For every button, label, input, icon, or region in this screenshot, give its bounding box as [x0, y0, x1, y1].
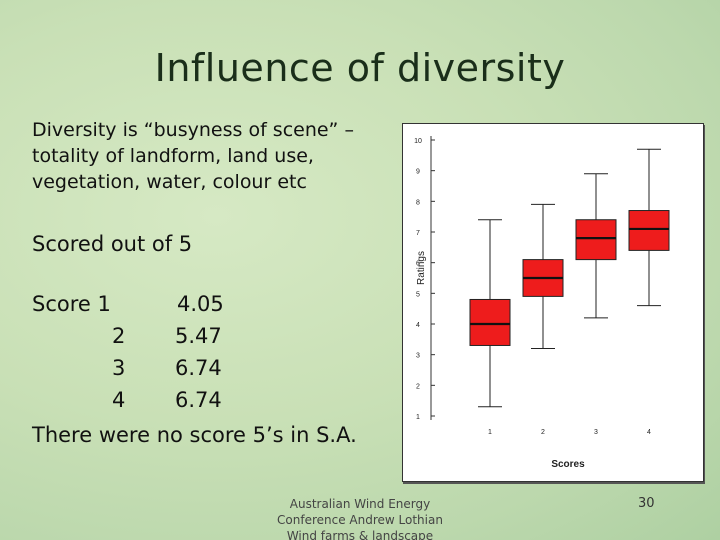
score-label-4: 4: [112, 388, 126, 412]
y-tick-label: 8: [416, 199, 420, 206]
x-axis-label: Scores: [551, 459, 585, 470]
score-label-2: 2: [112, 324, 126, 348]
slide-title: Influence of diversity: [154, 46, 566, 90]
box-1: [469, 298, 511, 346]
no-score-5-note: There were no score 5’s in S.A.: [32, 423, 357, 447]
score-value-4: 6.74: [175, 388, 222, 412]
score-value-3: 6.74: [175, 356, 222, 380]
score-value-2: 5.47: [175, 324, 222, 348]
score-label-3: 3: [112, 356, 126, 380]
definition-line-3: vegetation, water, colour etc: [32, 171, 307, 193]
y-tick-label: 2: [416, 383, 420, 390]
definition-line-1: Diversity is “busyness of scene” –: [32, 119, 354, 141]
score-label-1: Score 1: [32, 292, 111, 316]
box-group: [469, 148, 670, 408]
scored-out-of-text: Scored out of 5: [32, 232, 193, 256]
x-tick-label: 1: [488, 429, 492, 436]
page-number: 30: [638, 496, 655, 511]
y-tick-label: 7: [416, 230, 420, 237]
definition-line-2: totality of landform, land use,: [32, 145, 314, 167]
y-tick-label: 3: [416, 353, 420, 360]
y-tick-label: 9: [416, 169, 420, 176]
box-3: [575, 219, 617, 261]
boxplot-svg: Ratings Scores 1 2 3 4 5 6 7 8 9 10 1 2 3 4: [414, 136, 670, 470]
x-tick-label: 3: [594, 429, 598, 436]
y-tick-label: 6: [416, 261, 420, 268]
boxplot-chart: Ratings Scores 1 2 3 4 5 6 7 8 9 10 1 2 3 4: [402, 123, 704, 482]
x-tick-group: 1 2 3 4: [488, 429, 651, 436]
y-tick-label: 1: [416, 414, 420, 421]
footer-line-2: Conference Andrew Lothian: [277, 513, 443, 528]
footer-line-3: Wind farms & landscape: [286, 529, 434, 540]
score-value-1: 4.05: [177, 292, 224, 316]
y-tick-label: 10: [414, 138, 422, 145]
y-axis-label: Ratings: [416, 251, 427, 285]
y-tick-label: 5: [416, 291, 420, 298]
x-tick-label: 4: [647, 429, 651, 436]
y-tick-group: 1 2 3 4 5 6 7 8 9 10: [414, 138, 435, 421]
x-tick-label: 2: [541, 429, 545, 436]
y-tick-label: 4: [416, 322, 420, 329]
footer: Australian Wind Energy Conference Andrew…: [262, 496, 458, 540]
box-4: [628, 210, 670, 251]
footer-line-1: Australian Wind Energy: [289, 497, 431, 511]
